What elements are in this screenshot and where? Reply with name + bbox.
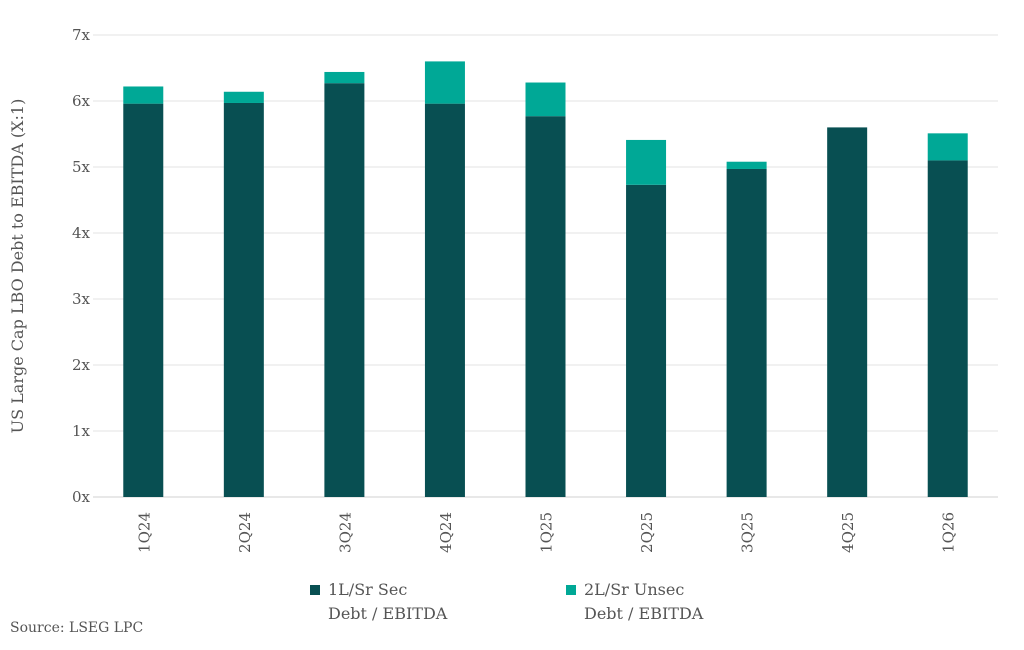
- bar-2Q24-series-2: [223, 91, 264, 103]
- x-tick-label: 4Q24: [437, 512, 455, 553]
- x-tick-label: 2Q25: [638, 512, 656, 553]
- x-tick-label: 2Q24: [236, 512, 254, 553]
- legend-label: Debt / EBITDA: [584, 604, 704, 623]
- y-tick-label: 4x: [72, 224, 91, 242]
- y-tick-label: 3x: [72, 290, 91, 308]
- y-tick-label: 0x: [72, 488, 91, 506]
- bar-1Q25-series-2: [525, 82, 566, 117]
- legend-label: Debt / EBITDA: [328, 604, 448, 623]
- x-tick-label: 3Q25: [739, 512, 757, 553]
- x-tick-label: 1Q26: [940, 512, 958, 553]
- bar-4Q25-series-1: [827, 127, 868, 498]
- y-tick-label: 6x: [72, 92, 91, 110]
- y-axis-label: US Large Cap LBO Debt to EBITDA (X:1): [8, 99, 27, 434]
- x-tick-label: 1Q24: [135, 512, 153, 553]
- bar-2Q25-series-1: [626, 184, 667, 497]
- bar-3Q25-series-2: [726, 161, 767, 169]
- bar-1Q24-series-1: [123, 103, 164, 497]
- bar-3Q24-series-2: [324, 71, 365, 84]
- bar-4Q24-series-2: [424, 61, 465, 104]
- legend-label: 2L/Sr Unsec: [584, 580, 685, 599]
- legend-item-1l-sr-sec: 1L/Sr Sec Debt / EBITDA: [310, 578, 447, 626]
- x-tick-label: 1Q25: [538, 512, 556, 553]
- bar-2Q25-series-2: [626, 139, 667, 185]
- bar-1Q24-series-2: [123, 86, 164, 104]
- y-tick-label: 1x: [72, 422, 91, 440]
- source-note: Source: LSEG LPC: [10, 620, 144, 636]
- legend-item-2l-sr-unsec: 2L/Sr Unsec Debt / EBITDA: [566, 578, 703, 626]
- bar-3Q25-series-1: [726, 168, 767, 498]
- y-tick-label: 2x: [72, 356, 91, 374]
- legend-swatch: [566, 585, 576, 595]
- bar-4Q24-series-1: [424, 103, 465, 497]
- bar-1Q26-series-1: [927, 160, 968, 497]
- bar-1Q26-series-2: [927, 133, 968, 161]
- x-tick-label: 4Q25: [839, 512, 857, 553]
- y-tick-label: 5x: [72, 158, 91, 176]
- bar-1Q25-series-1: [525, 116, 566, 498]
- x-tick-label: 3Q24: [336, 512, 354, 553]
- bar-2Q24-series-1: [223, 102, 264, 497]
- legend-swatch: [310, 585, 320, 595]
- bar-3Q24-series-1: [324, 83, 365, 498]
- legend-label: 1L/Sr Sec: [328, 580, 408, 599]
- y-tick-label: 7x: [72, 26, 91, 44]
